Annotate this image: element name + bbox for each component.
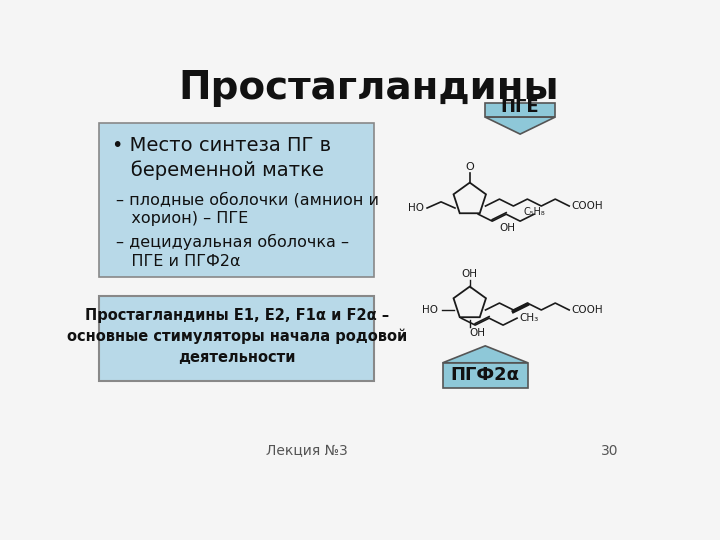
Text: HO: HO: [423, 305, 438, 315]
Text: Простагландины Е1, Е2, F1α и F2α –
основные стимуляторы начала родовой
деятельно: Простагландины Е1, Е2, F1α и F2α – основ…: [67, 308, 407, 366]
Text: COOH: COOH: [572, 201, 603, 211]
Text: – плодные оболочки (амнион и
   хорион) – ПГЕ: – плодные оболочки (амнион и хорион) – П…: [117, 192, 379, 226]
Text: Простагландины: Простагландины: [179, 69, 559, 107]
Text: COOH: COOH: [572, 305, 603, 315]
Text: OH: OH: [469, 328, 485, 338]
Text: OH: OH: [500, 224, 516, 233]
Text: ПГЕ: ПГЕ: [501, 98, 539, 116]
Text: CH₃: CH₃: [519, 313, 539, 323]
Text: O: O: [465, 162, 474, 172]
FancyBboxPatch shape: [443, 363, 528, 388]
Text: HO: HO: [408, 203, 424, 213]
FancyBboxPatch shape: [485, 103, 555, 117]
Text: Лекция №3: Лекция №3: [266, 444, 348, 458]
Text: OH: OH: [462, 269, 478, 279]
Text: • Место синтеза ПГ в
   беременной матке: • Место синтеза ПГ в беременной матке: [112, 137, 330, 180]
Polygon shape: [443, 346, 528, 363]
Text: C₅H₈: C₅H₈: [523, 207, 545, 217]
Polygon shape: [485, 117, 555, 134]
Text: 30: 30: [600, 444, 618, 458]
FancyBboxPatch shape: [99, 123, 374, 276]
FancyBboxPatch shape: [99, 296, 374, 381]
Text: ПГФ2α: ПГФ2α: [451, 367, 520, 384]
Text: – децидуальная оболочка –
   ПГЕ и ПГФ2α: – децидуальная оболочка – ПГЕ и ПГФ2α: [117, 234, 349, 269]
